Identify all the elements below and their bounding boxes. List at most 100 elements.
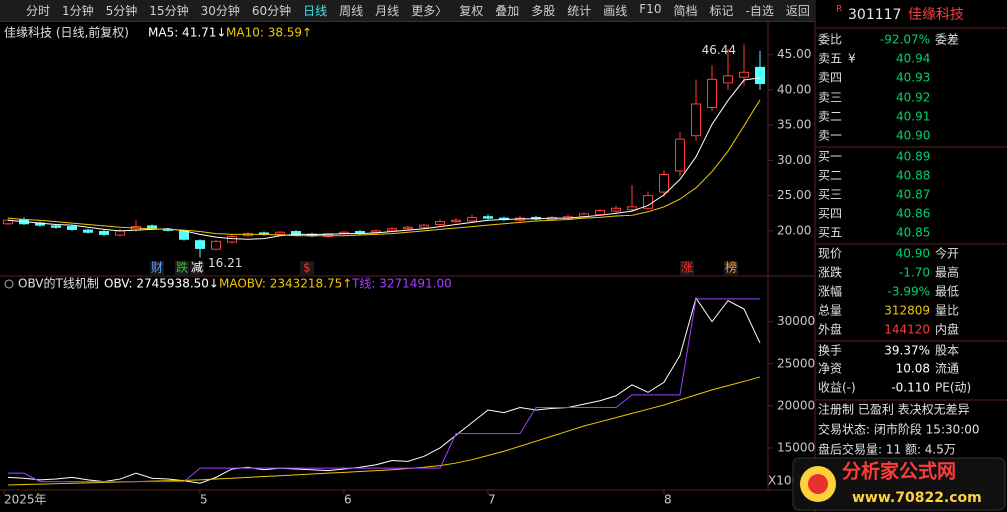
toolbar-button[interactable]: -自选 <box>745 4 774 18</box>
toolbar-button[interactable]: 5分钟 <box>105 4 138 18</box>
candle-body <box>739 71 749 78</box>
row-label: 卖一 <box>818 129 842 143</box>
candle-body <box>323 233 333 237</box>
row-value: 40.91 <box>896 110 930 124</box>
y-tick-label: 40.00 <box>777 82 811 96</box>
toolbar-button[interactable]: 多股 <box>531 4 556 18</box>
toolbar-button[interactable]: 更多〉 <box>411 4 448 18</box>
row-label: 卖三 <box>818 91 842 105</box>
row-label: 买五 <box>818 226 842 240</box>
row-extra: PE(动) <box>935 381 971 395</box>
row-extra: 股本 <box>935 344 959 358</box>
line <box>7 99 761 237</box>
toolbar-button[interactable]: 返回 <box>785 4 810 18</box>
toolbar-button[interactable]: 复权 <box>459 4 484 18</box>
row-label: 卖四 <box>818 71 842 85</box>
toolbar-button[interactable]: 简档 <box>673 4 698 18</box>
y-tick-label: 20.00 <box>777 223 811 237</box>
row-value: -1.70 <box>899 266 930 280</box>
y-tick-label: 30000 <box>777 314 815 328</box>
y-tick-label: 25000 <box>777 356 815 370</box>
chart-title: 佳缘科技 (日线,前复权) <box>4 25 129 40</box>
footer-line: 盘后交易量: 11 额: 4.5万 <box>818 442 956 457</box>
row-extra: 最低 <box>935 285 959 299</box>
x-tick-label: 2025年 <box>4 493 47 507</box>
toolbar-button[interactable]: F10 <box>639 2 662 16</box>
candle-body <box>691 103 701 137</box>
row-value: 40.89 <box>896 150 930 164</box>
toolbar-button[interactable]: 周线 <box>339 4 364 18</box>
row-extra: 流通 <box>935 362 959 376</box>
row-value: -92.07% <box>880 33 930 47</box>
legend-entry: MA10: 38.59↑ <box>226 26 312 40</box>
row-value: -3.99% <box>888 285 930 299</box>
row-label: 外盘 <box>818 322 842 337</box>
currency-icon: ¥ <box>848 52 856 66</box>
row-label: 买二 <box>818 169 842 183</box>
line <box>7 296 761 484</box>
row-value: 10.08 <box>896 362 930 376</box>
toolbar-button[interactable]: 标记 <box>709 4 734 18</box>
toolbar-button[interactable]: 60分钟 <box>251 4 292 18</box>
toolbar-button[interactable]: 统计 <box>567 4 592 18</box>
row-value: 40.92 <box>896 91 930 105</box>
toolbar-button[interactable]: 叠加 <box>495 4 520 18</box>
toolbar-button[interactable]: 15分钟 <box>149 4 189 18</box>
footer-line: 注册制 已盈利 表决权无差异 <box>818 402 970 417</box>
toolbar-button[interactable]: 画线 <box>603 4 628 18</box>
row-label: 收益(-) <box>818 381 856 395</box>
event-marker: 财 <box>151 261 163 275</box>
event-marker-bg <box>724 261 738 275</box>
candle-body <box>291 231 301 236</box>
row-value: 39.37% <box>884 344 930 358</box>
legend-entry: MA5: 41.71↓ <box>148 26 226 40</box>
event-marker: $ <box>303 261 311 275</box>
toolbar-button[interactable]: 1分钟 <box>62 4 94 18</box>
row-value: 40.87 <box>896 188 930 202</box>
candle-body <box>627 206 637 211</box>
legend-entry: T线: 3271491.00 <box>351 277 452 291</box>
toolbar-button[interactable]: 分时 <box>26 4 51 18</box>
stock-name: 佳缘科技 <box>908 7 964 23</box>
toolbar-button[interactable]: 日线 <box>303 4 328 18</box>
watermark-title: 分析家公式网 <box>842 460 956 483</box>
candle-body <box>755 66 765 85</box>
row-label: 换手 <box>818 344 842 358</box>
row-label: 买四 <box>818 207 842 221</box>
row-label: 总量 <box>818 304 842 318</box>
candle-body <box>659 173 669 193</box>
row-value: 40.86 <box>896 207 930 221</box>
candle-body <box>675 138 685 172</box>
y-tick-label: 30.00 <box>777 153 811 167</box>
row-value: 40.90 <box>896 129 930 143</box>
row-value: 40.93 <box>896 71 930 85</box>
low-label: 16.21 <box>208 256 242 270</box>
candle-body <box>227 235 237 243</box>
candle-body <box>83 229 93 233</box>
event-marker: 跌 <box>176 260 188 275</box>
row-extra: 量比 <box>935 304 959 318</box>
candle-body <box>387 228 397 232</box>
row-extra: 内盘 <box>935 322 959 337</box>
row-label: 现价 <box>818 247 842 261</box>
event-marker: 减 <box>191 261 203 275</box>
row-value: 40.90 <box>896 247 930 261</box>
watermark-url: www.70822.com <box>852 490 982 506</box>
y-tick-label: 15000 <box>777 440 815 454</box>
event-marker-bg <box>190 261 204 275</box>
toolbar-button[interactable]: 月线 <box>375 4 400 18</box>
axis-unit: X100 <box>768 474 799 488</box>
candle-body <box>67 226 77 230</box>
row-extra: 今开 <box>935 246 959 261</box>
row-extra: 委差 <box>935 33 959 47</box>
toolbar-button[interactable]: 30分钟 <box>200 4 240 18</box>
event-marker-bg <box>150 261 164 275</box>
candle-body <box>115 230 125 236</box>
candle-body <box>275 231 285 235</box>
row-value: -0.110 <box>891 381 930 395</box>
stock-code: 301117 <box>848 7 901 23</box>
watermark-bg <box>792 457 1006 511</box>
candle-body <box>179 230 189 240</box>
candle-body <box>483 216 493 219</box>
